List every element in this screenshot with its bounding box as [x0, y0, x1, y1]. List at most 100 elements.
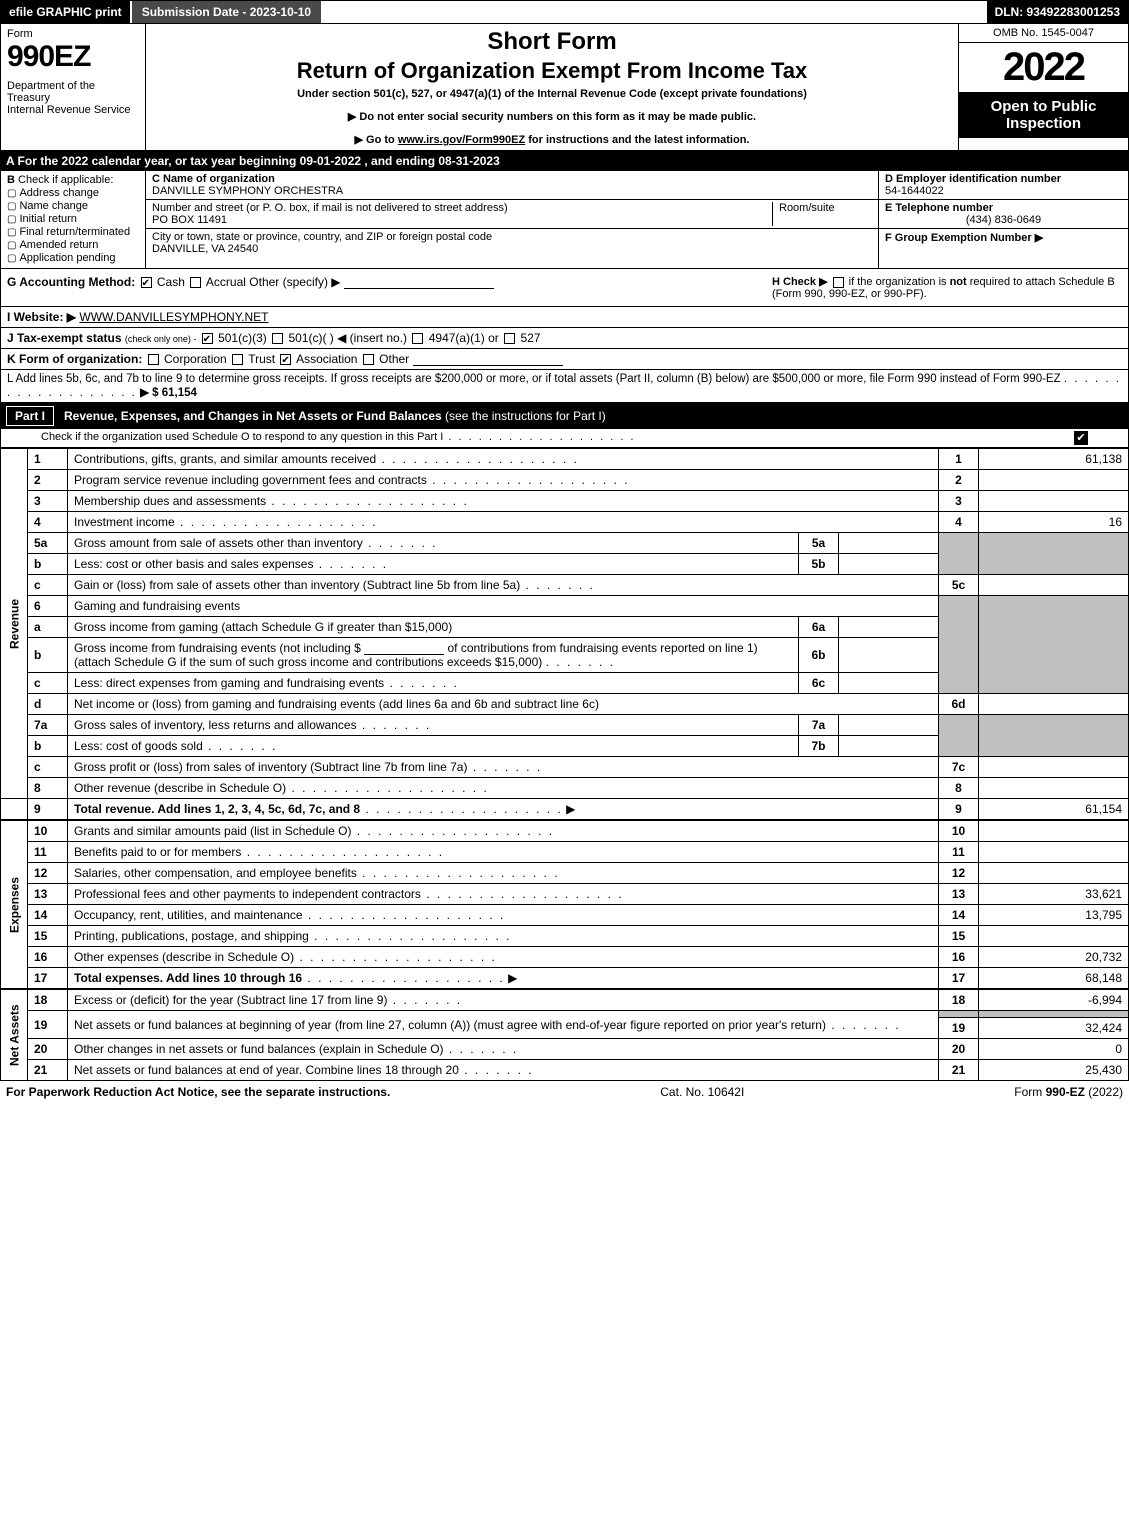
chk-initial-return[interactable]: Initial return: [7, 213, 139, 225]
l11-num: 11: [28, 842, 68, 863]
l6a-subval[interactable]: [839, 617, 939, 638]
org-name: DANVILLE SYMPHONY ORCHESTRA: [152, 185, 343, 197]
l20-amt: 0: [979, 1039, 1129, 1060]
k-other-blank[interactable]: [413, 352, 563, 366]
l6c-desc: Less: direct expenses from gaming and fu…: [68, 673, 799, 694]
l10-dots: [351, 824, 554, 838]
expenses-table: Expenses 10 Grants and similar amounts p…: [0, 820, 1129, 989]
l6a-num: a: [28, 617, 68, 638]
l6c-text: Less: direct expenses from gaming and fu…: [74, 676, 384, 690]
l-text: L Add lines 5b, 6c, and 7b to line 9 to …: [7, 373, 1061, 385]
l21-code: 21: [939, 1060, 979, 1081]
chk-amended-return[interactable]: Amended return: [7, 239, 139, 251]
group-exemption-cell: F Group Exemption Number ▶: [879, 229, 1128, 268]
l20-code: 20: [939, 1039, 979, 1060]
l17-text: Total expenses. Add lines 10 through 16: [74, 971, 302, 985]
l4-text: Investment income: [74, 515, 175, 529]
chk-application-pending[interactable]: Application pending: [7, 252, 139, 264]
l21-num: 21: [28, 1060, 68, 1081]
chk-accrual[interactable]: [190, 277, 201, 288]
l15-dots: [309, 929, 512, 943]
l7b-sub: 7b: [799, 736, 839, 757]
bullet-goto: ▶ Go to www.irs.gov/Form990EZ for instru…: [154, 133, 950, 146]
l13-text: Professional fees and other payments to …: [74, 887, 421, 901]
chk-name-change[interactable]: Name change: [7, 200, 139, 212]
website-val[interactable]: WWW.DANVILLESYMPHONY.NET: [79, 310, 268, 324]
city-row: City or town, state or province, country…: [146, 229, 878, 257]
l4-num: 4: [28, 512, 68, 533]
chk-trust[interactable]: [232, 354, 243, 365]
accounting-method: G Accounting Method: Cash Accrual Other …: [7, 275, 772, 289]
l14-amt: 13,795: [979, 905, 1129, 926]
l13-amt: 33,621: [979, 884, 1129, 905]
open-to-public-badge: Open to Public Inspection: [959, 92, 1128, 138]
h-not: not: [950, 276, 967, 288]
row-l-gross-receipts: L Add lines 5b, 6c, and 7b to line 9 to …: [0, 370, 1129, 403]
l4-dots: [175, 515, 378, 529]
row-i-website: I Website: ▶ WWW.DANVILLESYMPHONY.NET: [0, 307, 1129, 328]
l14-dots: [303, 908, 506, 922]
l5b-subval[interactable]: [839, 554, 939, 575]
submission-date: Submission Date - 2023-10-10: [130, 1, 321, 23]
l21-dots: [459, 1063, 534, 1077]
sidecat-blank: [1, 799, 28, 820]
h-text2: if the organization is: [849, 276, 950, 288]
chk-assoc[interactable]: [280, 354, 291, 365]
chk-sched-b[interactable]: [833, 277, 844, 288]
l6b-dots: [546, 655, 615, 669]
l5c-num: c: [28, 575, 68, 596]
l5c-dots: [520, 578, 595, 592]
sidecat-netassets: Net Assets: [1, 990, 28, 1081]
l7b-subval[interactable]: [839, 736, 939, 757]
other-label: Other (specify) ▶: [249, 275, 340, 289]
chk-other[interactable]: [363, 354, 374, 365]
section-d-e-f: D Employer identification number 54-1644…: [878, 171, 1128, 268]
chk-527[interactable]: [504, 333, 515, 344]
l5b-dots: [313, 557, 388, 571]
chk-address-change[interactable]: Address change: [7, 187, 139, 199]
sched-o-checkbox[interactable]: ✔: [1074, 431, 1088, 445]
l6b-subval[interactable]: [839, 638, 939, 673]
l18-code: 18: [939, 990, 979, 1011]
l17-amt: 68,148: [979, 968, 1129, 989]
l12-dots: [357, 866, 560, 880]
chk-501c[interactable]: [272, 333, 283, 344]
l6b-blank[interactable]: [364, 641, 444, 655]
block-b-to-f: B Check if applicable: Address change Na…: [0, 171, 1129, 269]
efile-print-label[interactable]: efile GRAPHIC print: [1, 1, 130, 23]
k-assoc: Association: [296, 352, 357, 366]
l6b-desc: Gross income from fundraising events (no…: [68, 638, 799, 673]
footer-post: (2022): [1085, 1085, 1123, 1099]
sched-o-dots: [443, 431, 635, 443]
l5a-subval[interactable]: [839, 533, 939, 554]
under-section-text: Under section 501(c), 527, or 4947(a)(1)…: [154, 88, 950, 100]
chk-501c3[interactable]: [202, 333, 213, 344]
other-blank[interactable]: [344, 275, 494, 289]
l7ab-grey-amt: [979, 715, 1129, 757]
l6-grey: [939, 596, 979, 694]
chk-cash[interactable]: [141, 277, 152, 288]
l20-desc: Other changes in net assets or fund bala…: [68, 1039, 939, 1060]
l4-code: 4: [939, 512, 979, 533]
revenue-table: Revenue 1 Contributions, gifts, grants, …: [0, 448, 1129, 820]
l10-num: 10: [28, 821, 68, 842]
l16-amt: 20,732: [979, 947, 1129, 968]
l7a-subval[interactable]: [839, 715, 939, 736]
l5c-desc: Gain or (loss) from sale of assets other…: [68, 575, 939, 596]
l9-amt: 61,154: [979, 799, 1129, 820]
chk-final-return[interactable]: Final return/terminated: [7, 226, 139, 238]
sched-b-check: H Check ▶ if the organization is not req…: [772, 275, 1122, 300]
l6d-code: 6d: [939, 694, 979, 715]
footer-right: Form 990-EZ (2022): [1014, 1085, 1123, 1099]
irs-link[interactable]: www.irs.gov/Form990EZ: [398, 134, 525, 146]
street-row: Number and street (or P. O. box, if mail…: [146, 200, 878, 229]
l19-grey-amt: [979, 1011, 1129, 1018]
k-corp: Corporation: [164, 352, 227, 366]
chk-4947[interactable]: [412, 333, 423, 344]
l6a-sub: 6a: [799, 617, 839, 638]
part1-title-text: Revenue, Expenses, and Changes in Net As…: [64, 409, 442, 423]
l8-amt: [979, 778, 1129, 799]
chk-corp[interactable]: [148, 354, 159, 365]
phone-cell: E Telephone number (434) 836-0649: [879, 200, 1128, 229]
l6c-subval[interactable]: [839, 673, 939, 694]
